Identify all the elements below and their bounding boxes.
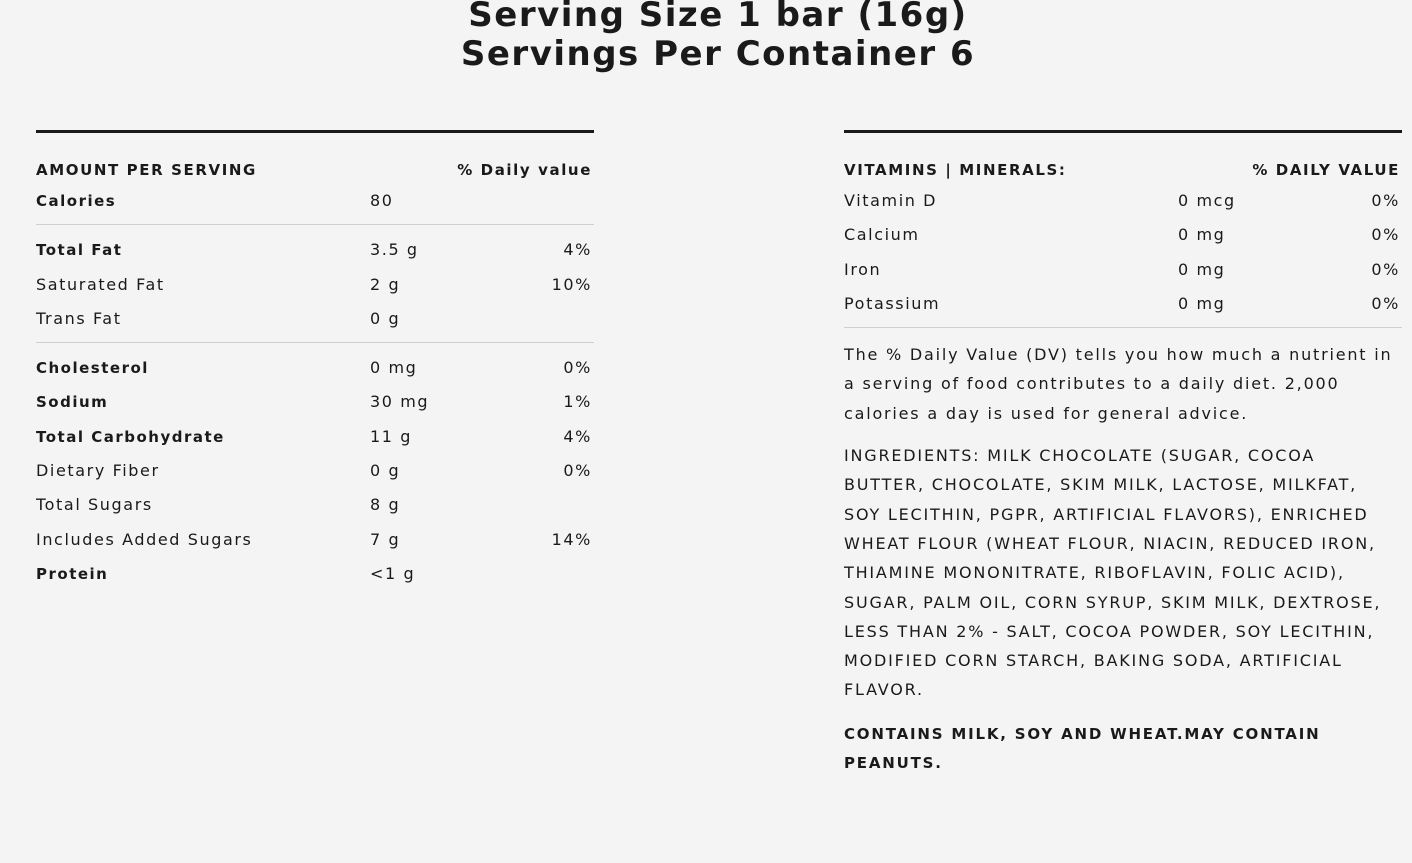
nutrient-name: Sodium: [36, 393, 109, 412]
nutrient-name: Trans Fat: [36, 308, 122, 328]
nutrient-daily-value: 10%: [551, 274, 592, 294]
nutrient-amount: 30 mg: [370, 392, 430, 412]
vitamin-row: Vitamin D 0 mcg 0%: [844, 184, 1402, 218]
serving-header: Serving Size 1 bar (16g) Servings Per Co…: [0, 0, 1412, 74]
divider: [36, 342, 594, 344]
nutrient-amount: 0 mcg: [1178, 191, 1236, 210]
nutrient-daily-value: 4%: [563, 426, 592, 446]
nutrient-daily-value: 4%: [563, 240, 592, 260]
vitamin-row: Iron 0 mg 0%: [844, 253, 1402, 287]
serving-size: Serving Size 1 bar (16g): [468, 0, 968, 35]
vitamin-row: Potassium 0 mg 0%: [844, 287, 1402, 321]
nutrient-name: Total Sugars: [36, 495, 153, 515]
allergen-statement: CONTAINS MILK, SOY AND WHEAT.MAY CONTAIN…: [844, 724, 1321, 773]
nutrient-row: Total Fat 3.5 g 4%: [36, 233, 594, 267]
nutrient-name: Potassium: [844, 293, 941, 313]
nutrient-amount: 0 mg: [1178, 293, 1226, 313]
nutrient-amount: 3.5 g: [370, 240, 419, 260]
nutrient-daily-value: 0%: [1371, 293, 1400, 313]
nutrient-name: Includes Added Sugars: [36, 529, 253, 549]
nutrient-amount: 80: [370, 191, 394, 210]
nutrient-row-calories: Calories 80: [36, 184, 594, 218]
nutrient-amount: 0 mg: [1178, 259, 1226, 279]
nutrient-name: Vitamin D: [844, 191, 938, 210]
nutrient-amount: 0 mg: [370, 358, 418, 378]
nutrient-row: Sodium 30 mg 1%: [36, 385, 594, 419]
nutrient-row: Total Sugars 8 g: [36, 488, 594, 522]
nutrient-name: Total Fat: [36, 241, 123, 260]
nutrient-amount: 8 g: [370, 495, 401, 515]
nutrient-daily-value: 1%: [563, 392, 592, 412]
nutrient-daily-value: 0%: [563, 461, 592, 481]
vitamins-column-header: VITAMINS | MINERALS: % DAILY VALUE: [844, 160, 1402, 180]
nutrient-name: Cholesterol: [36, 359, 149, 378]
amount-per-serving-label: AMOUNT PER SERVING: [36, 161, 257, 179]
nutrient-daily-value: 0%: [563, 358, 592, 378]
nutrient-amount: 0 g: [370, 461, 401, 481]
nutrient-daily-value: 0%: [1371, 259, 1400, 279]
nutrient-daily-value: 0%: [1371, 191, 1400, 210]
ingredients-text: INGREDIENTS: MILK CHOCOLATE (SUGAR, COCO…: [844, 446, 1382, 700]
servings-per-container: Servings Per Container 6: [460, 34, 976, 74]
vitamin-row: Calcium 0 mg 0%: [844, 218, 1402, 252]
daily-value-note: The % Daily Value (DV) tells you how muc…: [844, 345, 1393, 423]
nutrient-name: Dietary Fiber: [36, 461, 160, 481]
nutrient-amount: 2 g: [370, 274, 401, 294]
nutrient-name: Saturated Fat: [36, 274, 165, 294]
nutrient-amount: 7 g: [370, 529, 401, 549]
nutrient-daily-value: 14%: [551, 529, 592, 549]
nutrition-column-header: AMOUNT PER SERVING % Daily value: [36, 160, 594, 180]
nutrition-facts-panel: AMOUNT PER SERVING % Daily value Calorie…: [36, 130, 594, 591]
nutrient-name: Total Carbohydrate: [36, 427, 225, 446]
nutrient-row: Includes Added Sugars 7 g 14%: [36, 523, 594, 557]
nutrient-row: Protein <1 g: [36, 557, 594, 591]
daily-value-label: % Daily value: [457, 161, 592, 179]
nutrient-amount: <1 g: [370, 563, 416, 583]
nutrient-amount: 0 g: [370, 308, 401, 328]
nutrient-row: Dietary Fiber 0 g 0%: [36, 454, 594, 488]
nutrient-name: Calcium: [844, 225, 920, 245]
vitamins-minerals-label: VITAMINS | MINERALS:: [844, 161, 1067, 179]
vitamins-minerals-panel: VITAMINS | MINERALS: % DAILY VALUE Vitam…: [844, 130, 1402, 778]
nutrient-row: Trans Fat 0 g: [36, 302, 594, 336]
nutrient-amount: 0 mg: [1178, 225, 1226, 245]
vitamins-daily-value-label: % DAILY VALUE: [1252, 161, 1400, 179]
nutrient-name: Iron: [844, 259, 882, 279]
nutrient-row: Total Carbohydrate 11 g 4%: [36, 420, 594, 454]
nutrient-name: Protein: [36, 564, 109, 583]
divider: [844, 327, 1402, 329]
nutrient-name: Calories: [36, 192, 117, 210]
nutrient-row: Cholesterol 0 mg 0%: [36, 351, 594, 385]
nutrient-row: Saturated Fat 2 g 10%: [36, 268, 594, 302]
divider: [36, 224, 594, 226]
nutrient-amount: 11 g: [370, 426, 413, 446]
nutrient-daily-value: 0%: [1371, 225, 1400, 245]
